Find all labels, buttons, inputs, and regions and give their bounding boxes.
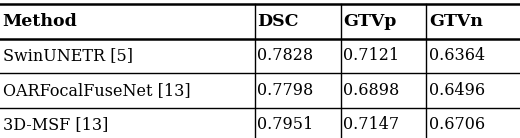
Text: 0.7147: 0.7147 [343,116,399,133]
Text: 0.7121: 0.7121 [343,47,399,64]
Text: 0.7798: 0.7798 [257,82,314,99]
Text: 0.7951: 0.7951 [257,116,314,133]
Text: GTVn: GTVn [429,13,483,30]
Text: 0.7828: 0.7828 [257,47,314,64]
Text: 0.6496: 0.6496 [429,82,485,99]
Text: DSC: DSC [257,13,299,30]
Text: GTVp: GTVp [343,13,397,30]
Text: OARFocalFuseNet [13]: OARFocalFuseNet [13] [3,82,190,99]
Text: 0.6898: 0.6898 [343,82,399,99]
Text: 0.6706: 0.6706 [429,116,485,133]
Text: Method: Method [3,13,77,30]
Text: SwinUNETR [5]: SwinUNETR [5] [3,47,133,64]
Text: 0.6364: 0.6364 [429,47,485,64]
Text: 3D-MSF [13]: 3D-MSF [13] [3,116,108,133]
